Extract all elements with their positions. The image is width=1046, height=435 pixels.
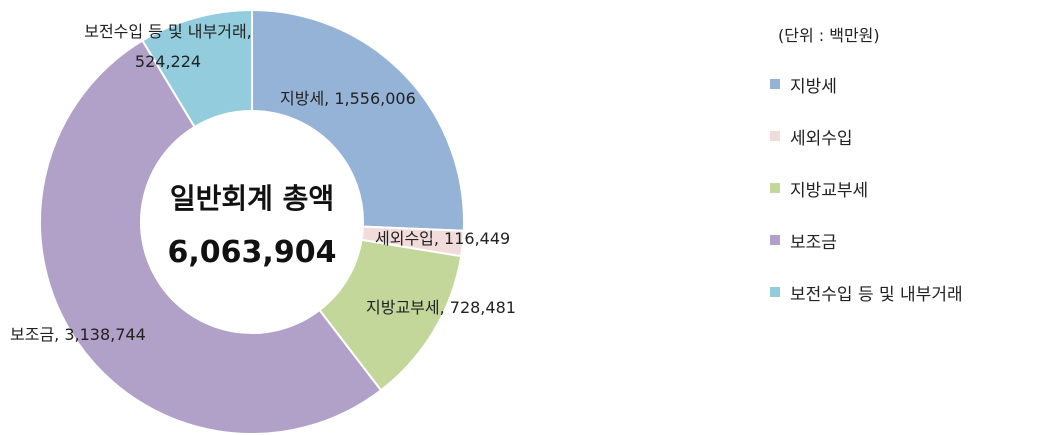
slice-label-reserve-internal-line1: 보전수입 등 및 내부거래, xyxy=(84,22,252,41)
legend-label-non-tax-revenue: 세외수입 xyxy=(790,128,853,149)
slice-subsidy xyxy=(39,39,383,435)
legend-swatch-local-grant xyxy=(770,183,780,193)
slice-label-local-grant: 지방교부세, 728,481 xyxy=(366,298,516,317)
center-value: 6,063,904 xyxy=(168,235,337,270)
legend-item-subsidy: 보조금 xyxy=(770,230,963,253)
legend-item-non-tax-revenue: 세외수입 xyxy=(770,126,963,149)
legend-item-local-grant: 지방교부세 xyxy=(770,178,963,201)
slice-label-local-tax: 지방세, 1,556,006 xyxy=(280,89,416,108)
legend-swatch-reserve-internal xyxy=(770,287,780,297)
slice-reserve-internal xyxy=(141,8,253,129)
legend-item-local-tax: 지방세 xyxy=(770,74,963,97)
slice-local-tax xyxy=(251,8,465,232)
slice-label-reserve-internal-line2: 524,224 xyxy=(135,52,201,71)
legend-label-subsidy: 보조금 xyxy=(790,232,837,253)
legend-swatch-subsidy xyxy=(770,235,780,245)
legend-item-reserve-internal: 보전수입 등 및 내부거래 xyxy=(770,282,963,305)
slice-label-non-tax-revenue: 세외수입, 116,449 xyxy=(375,229,510,248)
slice-label-subsidy: 보조금, 3,138,744 xyxy=(10,325,146,344)
legend-swatch-non-tax-revenue xyxy=(770,131,780,141)
center-title: 일반회계 총액 xyxy=(170,182,334,215)
legend-label-local-tax: 지방세 xyxy=(790,76,837,97)
unit-note: (단위 : 백만원) xyxy=(778,26,880,45)
legend-label-local-grant: 지방교부세 xyxy=(790,180,869,201)
legend-label-reserve-internal: 보전수입 등 및 내부거래 xyxy=(790,284,963,305)
legend-swatch-local-tax xyxy=(770,79,780,89)
